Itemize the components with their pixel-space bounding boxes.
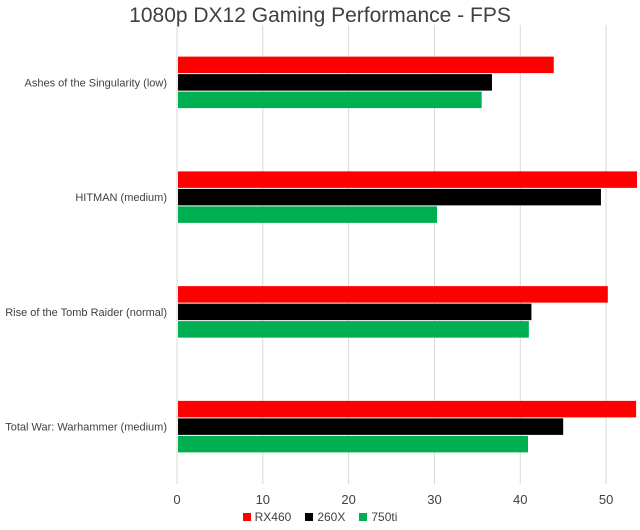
x-tick-labels: 0 10 20 30 40 50 <box>173 492 613 507</box>
x-tick-label-0: 0 <box>173 492 180 507</box>
legend-label-rx460: RX460 <box>254 510 292 524</box>
x-tick-label-30: 30 <box>427 492 441 507</box>
legend: RX460 260X 750ti <box>0 510 640 524</box>
category-label-1: HITMAN (medium) <box>75 192 167 204</box>
legend-label-750ti: 750ti <box>371 510 398 524</box>
bar-rx460-0 <box>178 56 554 74</box>
category-label-3: Total War: Warhammer (medium) <box>5 422 167 434</box>
legend-swatch-rx460 <box>242 513 251 521</box>
chart-title: 1080p DX12 Gaming Performance - FPS <box>129 4 511 27</box>
x-tick-label-50: 50 <box>599 492 613 507</box>
bar-260x-0 <box>178 74 492 91</box>
bars <box>178 56 637 453</box>
x-tick-label-40: 40 <box>513 492 527 507</box>
category-label-0: Ashes of the Singularity (low) <box>25 77 167 89</box>
bar-rx460-2 <box>178 286 608 303</box>
bar-750ti-1 <box>178 206 438 223</box>
category-labels: Ashes of the Singularity (low) HITMAN (me… <box>5 77 167 433</box>
x-tick-label-10: 10 <box>256 492 270 507</box>
bar-rx460-3 <box>178 400 637 418</box>
bar-750ti-3 <box>178 435 529 453</box>
bar-260x-1 <box>178 188 601 206</box>
legend-swatch-260x <box>305 513 314 521</box>
x-tick-label-20: 20 <box>341 492 355 507</box>
legend-label-260x: 260X <box>317 510 346 524</box>
legend-item-rx460: RX460 <box>242 510 292 524</box>
bar-260x-2 <box>178 303 532 321</box>
legend-swatch-750ti <box>359 513 368 521</box>
bar-750ti-0 <box>178 91 482 109</box>
bar-750ti-2 <box>178 321 529 338</box>
legend-item-750ti: 750ti <box>359 510 397 524</box>
legend-item-260x: 260X <box>305 510 345 524</box>
bar-260x-3 <box>178 418 564 435</box>
category-label-2: Rise of the Tomb Raider (normal) <box>5 307 167 319</box>
bar-rx460-1 <box>178 171 637 188</box>
